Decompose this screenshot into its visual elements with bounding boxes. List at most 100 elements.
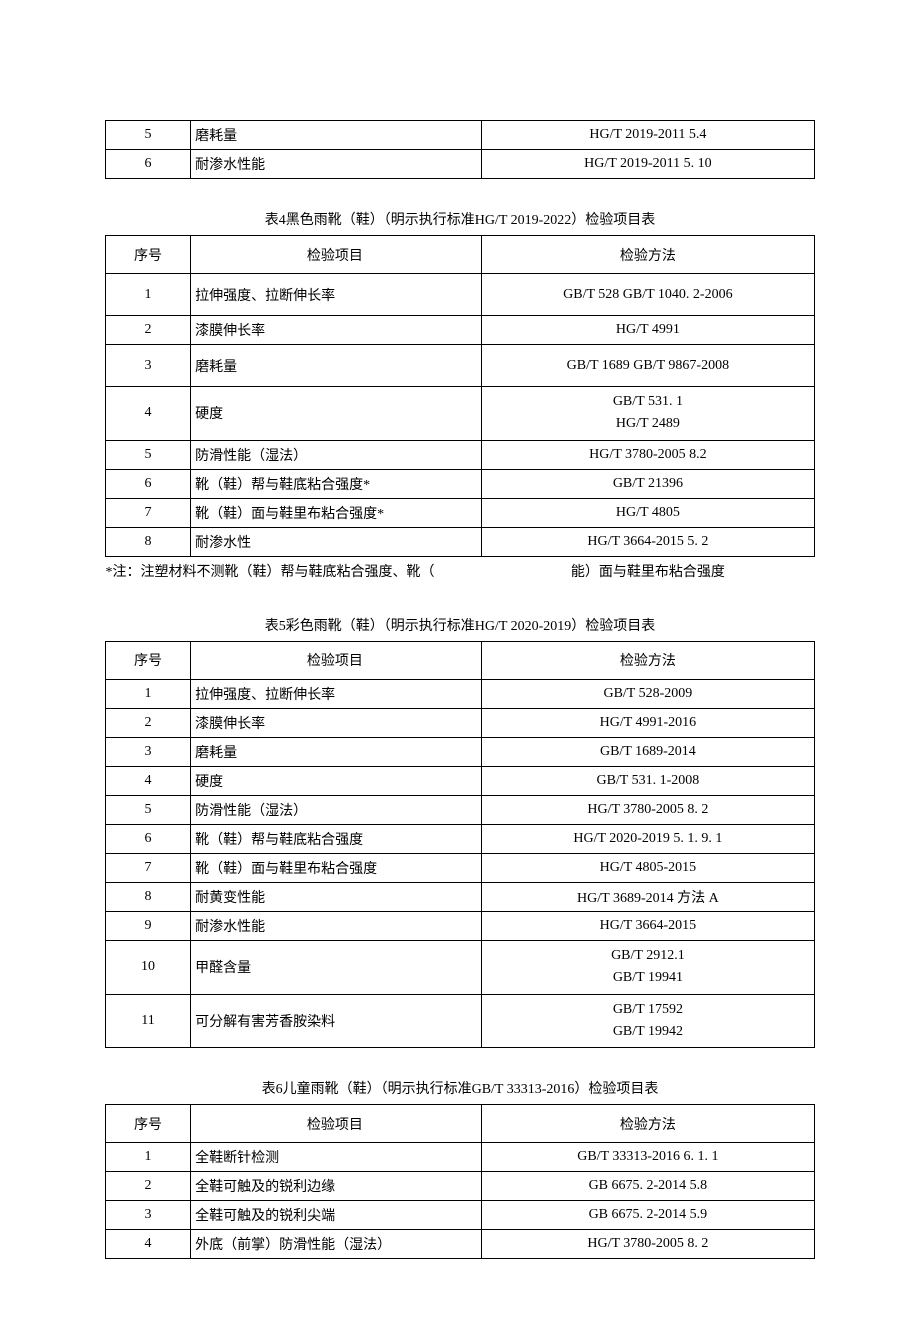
- table6-item: 全鞋可触及的锐利尖端: [191, 1201, 482, 1230]
- table5-method: HG/T 3689-2014 方法 A: [481, 882, 814, 911]
- table5: 序号 检验项目 检验方法 1拉伸强度、拉断伸长率GB/T 528-20092漆膜…: [105, 641, 815, 1049]
- table5-item: 漆膜伸长率: [191, 708, 482, 737]
- table5-item: 耐黄变性能: [191, 882, 482, 911]
- table4-item: 拉伸强度、拉断伸长率: [191, 274, 482, 316]
- table5-header-method: 检验方法: [481, 641, 814, 679]
- table6-row: 4外底（前掌）防滑性能（湿法）HG/T 3780-2005 8. 2: [106, 1230, 815, 1259]
- table5-seq: 7: [106, 853, 191, 882]
- table4-note-right: 能）面与鞋里布粘合强度: [481, 556, 814, 585]
- table5-header-seq: 序号: [106, 641, 191, 679]
- top-fragment-table: 5磨耗量HG/T 2019-2011 5.46耐渗水性能HG/T 2019-20…: [105, 120, 815, 179]
- table6-row: 1全鞋断针检测GB/T 33313-2016 6. 1. 1: [106, 1143, 815, 1172]
- table4-item: 靴（鞋）帮与鞋底粘合强度*: [191, 469, 482, 498]
- table5-method: HG/T 4991-2016: [481, 708, 814, 737]
- table4-seq: 2: [106, 316, 191, 345]
- table5-row: 10甲醛含量GB/T 2912.1GB/T 19941: [106, 940, 815, 994]
- table5-row: 1拉伸强度、拉断伸长率GB/T 528-2009: [106, 679, 815, 708]
- table4-row: 6靴（鞋）帮与鞋底粘合强度*GB/T 21396: [106, 469, 815, 498]
- table5-method: HG/T 3664-2015: [481, 911, 814, 940]
- table4-row: 5防滑性能（湿法）HG/T 3780-2005 8.2: [106, 440, 815, 469]
- table5-method: GB/T 17592GB/T 19942: [481, 994, 814, 1048]
- table5-row: 8耐黄变性能HG/T 3689-2014 方法 A: [106, 882, 815, 911]
- table6-header-item: 检验项目: [191, 1105, 482, 1143]
- table5-seq: 8: [106, 882, 191, 911]
- table5-method: HG/T 3780-2005 8. 2: [481, 795, 814, 824]
- table6-item: 全鞋断针检测: [191, 1143, 482, 1172]
- table6-row: 2全鞋可触及的锐利边缘GB 6675. 2-2014 5.8: [106, 1172, 815, 1201]
- table4-note-left: *注：注塑材料不测靴（鞋）帮与鞋底粘合强度、靴（: [106, 556, 482, 585]
- top-fragment-seq: 6: [106, 150, 191, 179]
- table4-row: 7靴（鞋）面与鞋里布粘合强度*HG/T 4805: [106, 498, 815, 527]
- table5-seq: 1: [106, 679, 191, 708]
- table4-seq: 4: [106, 387, 191, 441]
- table4-method: HG/T 3780-2005 8.2: [481, 440, 814, 469]
- table6-seq: 2: [106, 1172, 191, 1201]
- table6-method: GB/T 33313-2016 6. 1. 1: [481, 1143, 814, 1172]
- table5-row: 6靴（鞋）帮与鞋底粘合强度HG/T 2020-2019 5. 1. 9. 1: [106, 824, 815, 853]
- table6-seq: 4: [106, 1230, 191, 1259]
- table5-method: GB/T 2912.1GB/T 19941: [481, 940, 814, 994]
- table4-row: 2漆膜伸长率HG/T 4991: [106, 316, 815, 345]
- table5-item: 磨耗量: [191, 737, 482, 766]
- table4-item: 靴（鞋）面与鞋里布粘合强度*: [191, 498, 482, 527]
- table6-seq: 3: [106, 1201, 191, 1230]
- table6-seq: 1: [106, 1143, 191, 1172]
- table5-seq: 9: [106, 911, 191, 940]
- table4-seq: 1: [106, 274, 191, 316]
- table4-note-row: *注：注塑材料不测靴（鞋）帮与鞋底粘合强度、靴（ 能）面与鞋里布粘合强度: [106, 556, 815, 585]
- table4-method: GB/T 531. 1HG/T 2489: [481, 387, 814, 441]
- table4-seq: 5: [106, 440, 191, 469]
- table4-seq: 6: [106, 469, 191, 498]
- table5-seq: 10: [106, 940, 191, 994]
- table4-header-row: 序号 检验项目 检验方法: [106, 236, 815, 274]
- table5-seq: 4: [106, 766, 191, 795]
- table5-method: GB/T 528-2009: [481, 679, 814, 708]
- table4-method: GB/T 21396: [481, 469, 814, 498]
- table5-row: 5防滑性能（湿法）HG/T 3780-2005 8. 2: [106, 795, 815, 824]
- table4-row: 4硬度GB/T 531. 1HG/T 2489: [106, 387, 815, 441]
- table5-method: HG/T 4805-2015: [481, 853, 814, 882]
- table6-item: 外底（前掌）防滑性能（湿法）: [191, 1230, 482, 1259]
- top-fragment-item: 耐渗水性能: [191, 150, 482, 179]
- table5-header-row: 序号 检验项目 检验方法: [106, 641, 815, 679]
- table4-seq: 8: [106, 527, 191, 556]
- table5-row: 3磨耗量GB/T 1689-2014: [106, 737, 815, 766]
- table6-method: GB 6675. 2-2014 5.9: [481, 1201, 814, 1230]
- top-fragment-method: HG/T 2019-2011 5.4: [481, 121, 814, 150]
- top-fragment-seq: 5: [106, 121, 191, 150]
- table5-seq: 11: [106, 994, 191, 1048]
- table4-item: 硬度: [191, 387, 482, 441]
- table6-header-seq: 序号: [106, 1105, 191, 1143]
- table5-item: 硬度: [191, 766, 482, 795]
- table4-row: 1拉伸强度、拉断伸长率GB/T 528 GB/T 1040. 2-2006: [106, 274, 815, 316]
- table6-method: GB 6675. 2-2014 5.8: [481, 1172, 814, 1201]
- table4-seq: 7: [106, 498, 191, 527]
- table4-header-seq: 序号: [106, 236, 191, 274]
- table5-caption: 表5彩色雨靴（鞋）（明示执行标准HG/T 2020-2019）检验项目表: [105, 615, 815, 635]
- table5-item: 靴（鞋）面与鞋里布粘合强度: [191, 853, 482, 882]
- table5-row: 7靴（鞋）面与鞋里布粘合强度HG/T 4805-2015: [106, 853, 815, 882]
- table5-row: 4硬度GB/T 531. 1-2008: [106, 766, 815, 795]
- table4-row: 3磨耗量GB/T 1689 GB/T 9867-2008: [106, 345, 815, 387]
- table6-item: 全鞋可触及的锐利边缘: [191, 1172, 482, 1201]
- table5-method: GB/T 1689-2014: [481, 737, 814, 766]
- table5-row: 9耐渗水性能HG/T 3664-2015: [106, 911, 815, 940]
- table5-item: 拉伸强度、拉断伸长率: [191, 679, 482, 708]
- table5-seq: 3: [106, 737, 191, 766]
- table6-caption: 表6儿童雨靴（鞋）（明示执行标准GB/T 33313-2016）检验项目表: [105, 1078, 815, 1098]
- table5-item: 靴（鞋）帮与鞋底粘合强度: [191, 824, 482, 853]
- table5-row: 11可分解有害芳香胺染料GB/T 17592GB/T 19942: [106, 994, 815, 1048]
- table5-item: 耐渗水性能: [191, 911, 482, 940]
- table6-method: HG/T 3780-2005 8. 2: [481, 1230, 814, 1259]
- table5-row: 2漆膜伸长率HG/T 4991-2016: [106, 708, 815, 737]
- top-fragment-method: HG/T 2019-2011 5. 10: [481, 150, 814, 179]
- table4-seq: 3: [106, 345, 191, 387]
- table5-seq: 2: [106, 708, 191, 737]
- table5-item: 防滑性能（湿法）: [191, 795, 482, 824]
- table4-header-method: 检验方法: [481, 236, 814, 274]
- table4-method: HG/T 4805: [481, 498, 814, 527]
- table4-item: 漆膜伸长率: [191, 316, 482, 345]
- table4-item: 防滑性能（湿法）: [191, 440, 482, 469]
- table4-method: HG/T 4991: [481, 316, 814, 345]
- table5-method: GB/T 531. 1-2008: [481, 766, 814, 795]
